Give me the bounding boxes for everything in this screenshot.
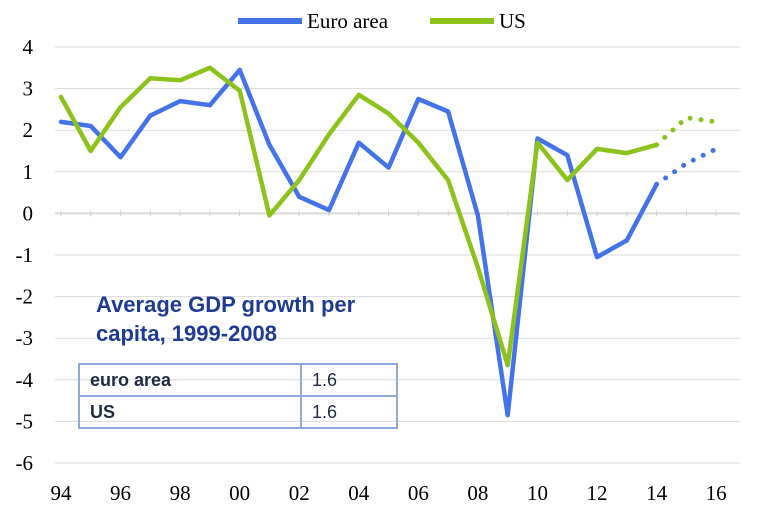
y-tick-label: -5 <box>16 409 34 433</box>
x-tick-label: 00 <box>229 481 250 505</box>
x-tick-label: 12 <box>587 481 608 505</box>
series-lines <box>58 65 719 418</box>
inset-row-value: 1.6 <box>300 363 398 397</box>
x-axis-ticks: 94 96 98 00 02 04 06 08 10 12 14 16 <box>50 481 726 505</box>
gridlines <box>55 46 740 464</box>
inset-title-line2: capita, 1999-2008 <box>96 321 278 346</box>
inset-table: euro area 1.6 US 1.6 <box>78 363 398 429</box>
y-tick-label: -2 <box>16 285 34 309</box>
x-tick-label: 04 <box>348 481 370 505</box>
y-axis-ticks: 4 3 2 1 0 -1 -2 -3 -4 -5 -6 <box>16 35 34 475</box>
inset-row-value: 1.6 <box>300 395 398 429</box>
x-tick-label: 98 <box>170 481 191 505</box>
x-tick-label: 16 <box>706 481 727 505</box>
y-tick-label: -1 <box>16 243 34 267</box>
inset-row-name: euro area <box>78 363 302 397</box>
inset-row-name: US <box>78 395 302 429</box>
y-tick-label: 2 <box>23 118 34 142</box>
inset-box: Average GDP growth per capita, 1999-2008… <box>78 290 408 440</box>
y-tick-label: 3 <box>23 77 34 101</box>
y-tick-label: 0 <box>23 201 34 225</box>
legend-label: Euro area <box>307 9 389 33</box>
y-tick-label: 1 <box>23 160 34 184</box>
x-tick-label: 96 <box>110 481 131 505</box>
x-tick-label: 08 <box>467 481 488 505</box>
inset-row-us: US 1.6 <box>78 395 398 429</box>
x-tick-label: 14 <box>646 481 668 505</box>
y-tick-label: -4 <box>16 368 34 392</box>
inset-title: Average GDP growth per capita, 1999-2008 <box>96 290 416 348</box>
legend-label: US <box>499 9 526 33</box>
y-tick-label: -3 <box>16 326 34 350</box>
series-forecast-us <box>654 115 719 148</box>
inset-row-euro-area: euro area 1.6 <box>78 363 398 397</box>
x-tick-label: 94 <box>50 481 72 505</box>
series-forecast-euro-area <box>654 146 719 187</box>
x-tick-label: 02 <box>289 481 310 505</box>
y-tick-label: -6 <box>16 451 34 475</box>
series-line-us <box>58 65 659 368</box>
inset-title-line1: Average GDP growth per <box>96 292 356 317</box>
x-tick-label: 06 <box>408 481 429 505</box>
series-line-euro-area <box>58 67 659 418</box>
y-tick-label: 4 <box>23 35 34 59</box>
legend: Euro area US <box>238 9 526 33</box>
x-tick-label: 10 <box>527 481 548 505</box>
